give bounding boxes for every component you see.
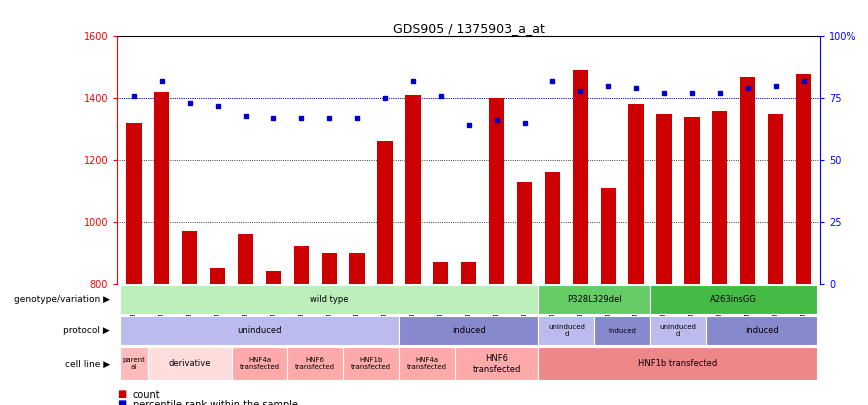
Bar: [287, 347, 343, 380]
Bar: [238, 234, 253, 284]
Bar: [378, 141, 392, 284]
Bar: [120, 285, 538, 314]
Text: percentile rank within the sample: percentile rank within the sample: [133, 400, 298, 405]
Bar: [768, 114, 783, 284]
Text: P328L329del: P328L329del: [567, 295, 621, 304]
Bar: [489, 98, 504, 284]
Text: HNF6
transfected: HNF6 transfected: [295, 357, 335, 371]
Bar: [321, 253, 337, 284]
Bar: [120, 316, 399, 345]
Text: cell line ▶: cell line ▶: [65, 359, 110, 369]
Bar: [628, 104, 644, 284]
Text: induced: induced: [452, 326, 485, 335]
Bar: [461, 262, 477, 284]
Bar: [595, 316, 650, 345]
Bar: [120, 347, 148, 380]
Bar: [433, 262, 449, 284]
Bar: [740, 77, 755, 283]
Bar: [545, 172, 560, 284]
Bar: [712, 111, 727, 284]
Bar: [538, 347, 818, 380]
Bar: [516, 181, 532, 284]
Text: HNF6
transfected: HNF6 transfected: [472, 354, 521, 373]
Bar: [455, 347, 538, 380]
Bar: [650, 285, 818, 314]
Bar: [182, 231, 197, 284]
Bar: [796, 73, 812, 283]
Bar: [656, 114, 672, 284]
Text: derivative: derivative: [168, 359, 211, 369]
Text: HNF4a
transfected: HNF4a transfected: [407, 357, 447, 371]
Text: induced: induced: [745, 326, 779, 335]
Bar: [210, 268, 226, 284]
Text: HNF1b
transfected: HNF1b transfected: [351, 357, 391, 371]
Bar: [350, 253, 365, 284]
Text: ■: ■: [117, 399, 127, 405]
Bar: [573, 70, 588, 284]
Bar: [538, 285, 650, 314]
Bar: [232, 347, 287, 380]
Bar: [399, 347, 455, 380]
Text: ■: ■: [117, 389, 127, 399]
Text: protocol ▶: protocol ▶: [63, 326, 110, 335]
Bar: [155, 92, 169, 284]
Bar: [343, 347, 399, 380]
Text: count: count: [133, 390, 161, 400]
Text: uninduced
d: uninduced d: [660, 324, 696, 337]
Bar: [126, 123, 141, 284]
Bar: [148, 347, 232, 380]
Text: HNF4a
transfected: HNF4a transfected: [240, 357, 279, 371]
Text: HNF1b transfected: HNF1b transfected: [638, 359, 718, 369]
Bar: [601, 188, 616, 284]
Title: GDS905 / 1375903_a_at: GDS905 / 1375903_a_at: [393, 22, 544, 35]
Bar: [706, 316, 818, 345]
Text: genotype/variation ▶: genotype/variation ▶: [14, 295, 110, 304]
Text: uninduced
d: uninduced d: [548, 324, 585, 337]
Text: A263insGG: A263insGG: [710, 295, 757, 304]
Bar: [650, 316, 706, 345]
Text: uninduced: uninduced: [237, 326, 282, 335]
Bar: [538, 316, 595, 345]
Bar: [405, 95, 421, 284]
Text: wild type: wild type: [310, 295, 348, 304]
Text: parent
al: parent al: [122, 357, 145, 371]
Text: induced: induced: [608, 328, 636, 334]
Bar: [399, 316, 538, 345]
Bar: [293, 246, 309, 284]
Bar: [266, 271, 281, 284]
Bar: [684, 117, 700, 284]
